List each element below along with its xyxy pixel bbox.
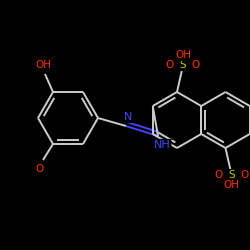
Text: O: O [166, 60, 174, 70]
Text: O: O [192, 60, 200, 70]
Text: S: S [180, 60, 186, 70]
Text: OH: OH [224, 180, 240, 190]
Text: N: N [124, 112, 132, 122]
Text: O: O [36, 164, 44, 174]
Text: NH: NH [154, 140, 170, 150]
Text: O: O [214, 170, 222, 180]
Text: OH: OH [175, 50, 191, 60]
Text: S: S [228, 170, 235, 180]
Text: OH: OH [35, 60, 51, 70]
Text: O: O [240, 170, 248, 180]
